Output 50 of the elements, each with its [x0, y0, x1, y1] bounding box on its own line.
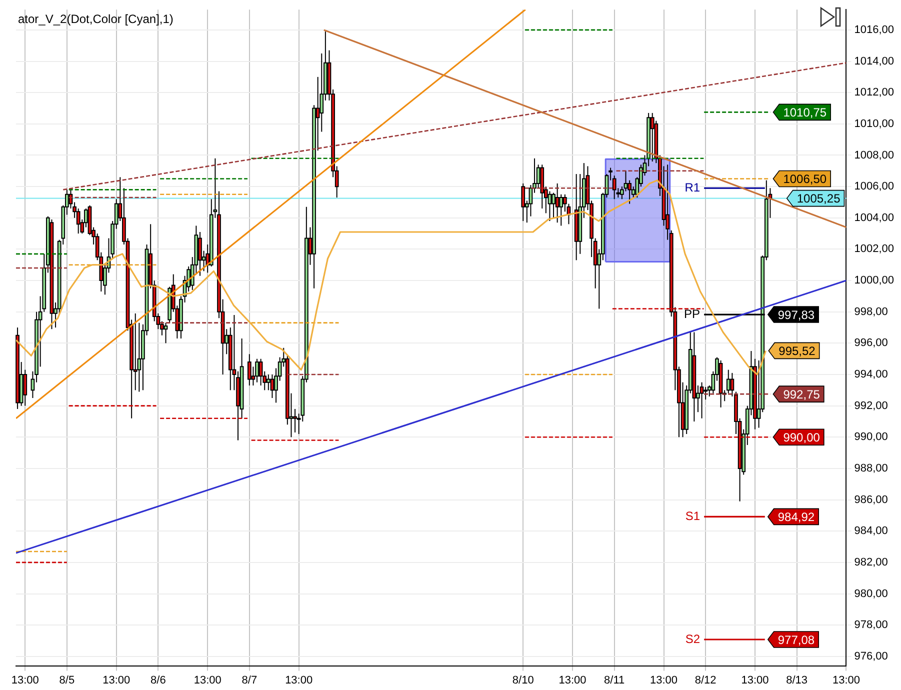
series-label: PP — [684, 306, 700, 321]
series-label: R1 — [684, 180, 700, 194]
y-tick-label: 984,00 — [854, 525, 888, 538]
y-tick-label: 990,00 — [854, 431, 888, 444]
y-tick-label: 1006,00 — [854, 180, 894, 193]
y-tick-label: 976,00 — [854, 650, 888, 662]
y-tick-label: 996,00 — [854, 337, 888, 350]
data-label: 995,52 — [778, 344, 816, 358]
y-tick-label: 988,00 — [854, 462, 888, 474]
y-tick-label: 1000,00 — [854, 274, 894, 287]
series-label: S2 — [685, 632, 700, 646]
ref-line-label: 1005,25 — [796, 192, 841, 206]
series-label: S1 — [685, 509, 700, 524]
x-tick-label: 13:00 — [741, 674, 769, 686]
data-label: 992,75 — [783, 387, 820, 402]
y-tick-label: 1012,00 — [854, 86, 894, 99]
data-label: 1010,75 — [783, 105, 827, 120]
chart-title: ator_V_2(Dot,Color [Cyan],1) — [18, 12, 174, 26]
x-tick-label: 8/11 — [604, 674, 625, 686]
x-tick-label: 8/10 — [512, 674, 534, 686]
x-tick-label: 8/5 — [59, 674, 75, 686]
y-tick-label: 1008,00 — [854, 149, 894, 162]
x-tick-label: 8/7 — [242, 674, 258, 686]
x-tick-label: 13:00 — [285, 674, 313, 686]
x-tick-label: 13:00 — [194, 674, 222, 686]
data-label: 990,00 — [783, 430, 820, 444]
data-label: 984,92 — [778, 510, 815, 524]
y-tick-label: 1010,00 — [854, 118, 894, 130]
data-label: 977,08 — [778, 632, 815, 647]
y-tick-label: 986,00 — [854, 494, 888, 506]
y-tick-label: 980,00 — [854, 588, 888, 600]
y-tick-label: 1004,00 — [854, 212, 894, 224]
y-tick-label: 994,00 — [854, 368, 888, 381]
data-label: 1006,50 — [783, 172, 827, 186]
x-tick-label: 8/6 — [150, 674, 166, 686]
x-tick-label: 13:00 — [102, 674, 130, 686]
y-tick-label: 1014,00 — [854, 55, 894, 68]
y-tick-label: 978,00 — [854, 619, 888, 632]
x-tick-label: 8/12 — [694, 674, 716, 686]
y-tick-label: 1002,00 — [854, 243, 894, 256]
y-tick-label: 992,00 — [854, 400, 888, 412]
y-tick-label: 1016,00 — [854, 24, 894, 36]
x-tick-label: 13:00 — [650, 674, 678, 686]
x-tick-label: 13:00 — [832, 674, 860, 686]
data-label: 997,83 — [778, 308, 815, 322]
x-tick-label: 8/13 — [786, 674, 808, 686]
y-tick-label: 982,00 — [854, 556, 888, 568]
x-tick-label: 13:00 — [11, 674, 39, 686]
x-tick-label: 13:00 — [558, 674, 586, 686]
y-tick-label: 998,00 — [854, 306, 888, 318]
